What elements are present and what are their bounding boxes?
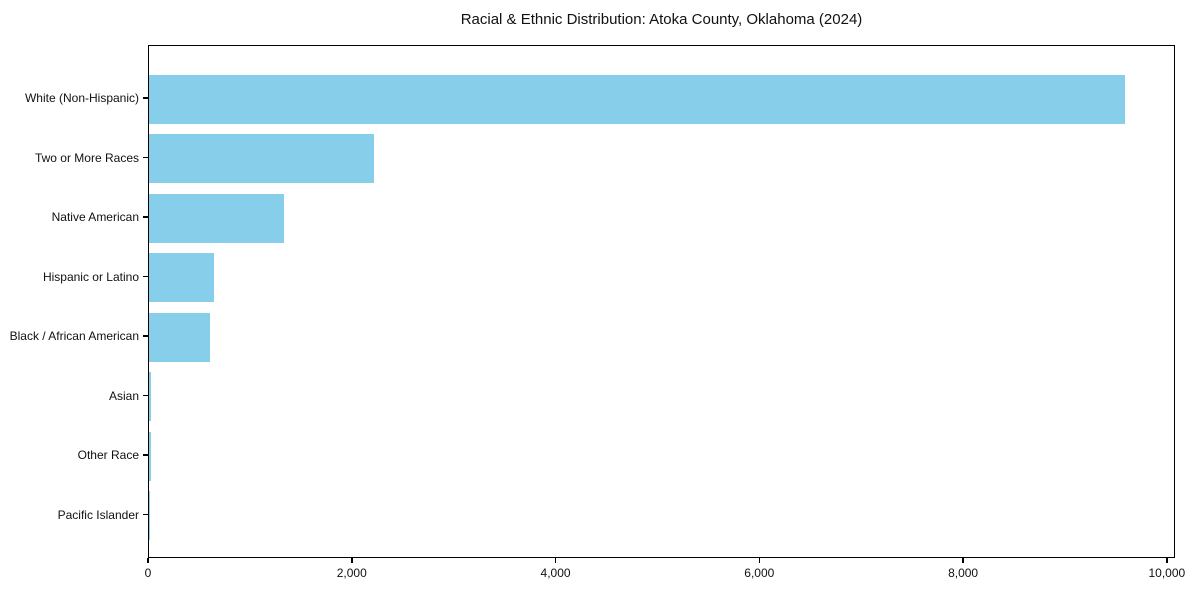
bar — [149, 312, 210, 362]
bar — [149, 253, 215, 302]
y-tick-label: Other Race — [77, 448, 139, 462]
bar — [149, 74, 1126, 124]
y-tick-label: Native American — [51, 210, 139, 224]
x-tick-label: 8,000 — [948, 566, 979, 580]
y-axis-tick — [143, 275, 148, 277]
y-axis-tick — [143, 335, 148, 337]
plot-area — [148, 45, 1175, 558]
y-tick-label: White (Non-Hispanic) — [24, 91, 139, 105]
y-tick-label: Two or More Races — [34, 150, 139, 165]
y-tick-label: Black / African American — [9, 329, 139, 343]
x-axis-tick — [351, 558, 353, 563]
y-tick-label: Hispanic or Latino — [42, 269, 139, 284]
x-axis-tick — [1166, 558, 1168, 563]
y-axis-tick — [143, 394, 148, 396]
x-axis-tick — [758, 558, 761, 563]
y-axis-tick — [143, 216, 148, 218]
bar — [149, 431, 151, 481]
bar — [149, 193, 285, 243]
x-axis-tick — [554, 558, 557, 563]
y-tick-label: Asian — [108, 388, 139, 403]
x-tick-label: 0 — [144, 566, 152, 580]
x-axis-tick — [962, 558, 964, 563]
x-tick-label: 6,000 — [744, 566, 775, 580]
x-axis-tick — [147, 558, 149, 563]
y-axis-tick — [143, 513, 148, 515]
y-axis-tick — [143, 97, 148, 99]
bar — [149, 134, 374, 183]
x-tick-label: 10,000 — [1148, 566, 1186, 580]
x-tick-label: 2,000 — [336, 566, 367, 580]
y-axis-tick — [143, 156, 148, 158]
x-tick-label: 4,000 — [540, 566, 571, 580]
bar — [149, 372, 152, 421]
y-axis-tick — [143, 454, 148, 456]
y-tick-label: Pacific Islander — [57, 507, 139, 522]
chart-title: Racial & Ethnic Distribution: Atoka Coun… — [460, 11, 863, 28]
